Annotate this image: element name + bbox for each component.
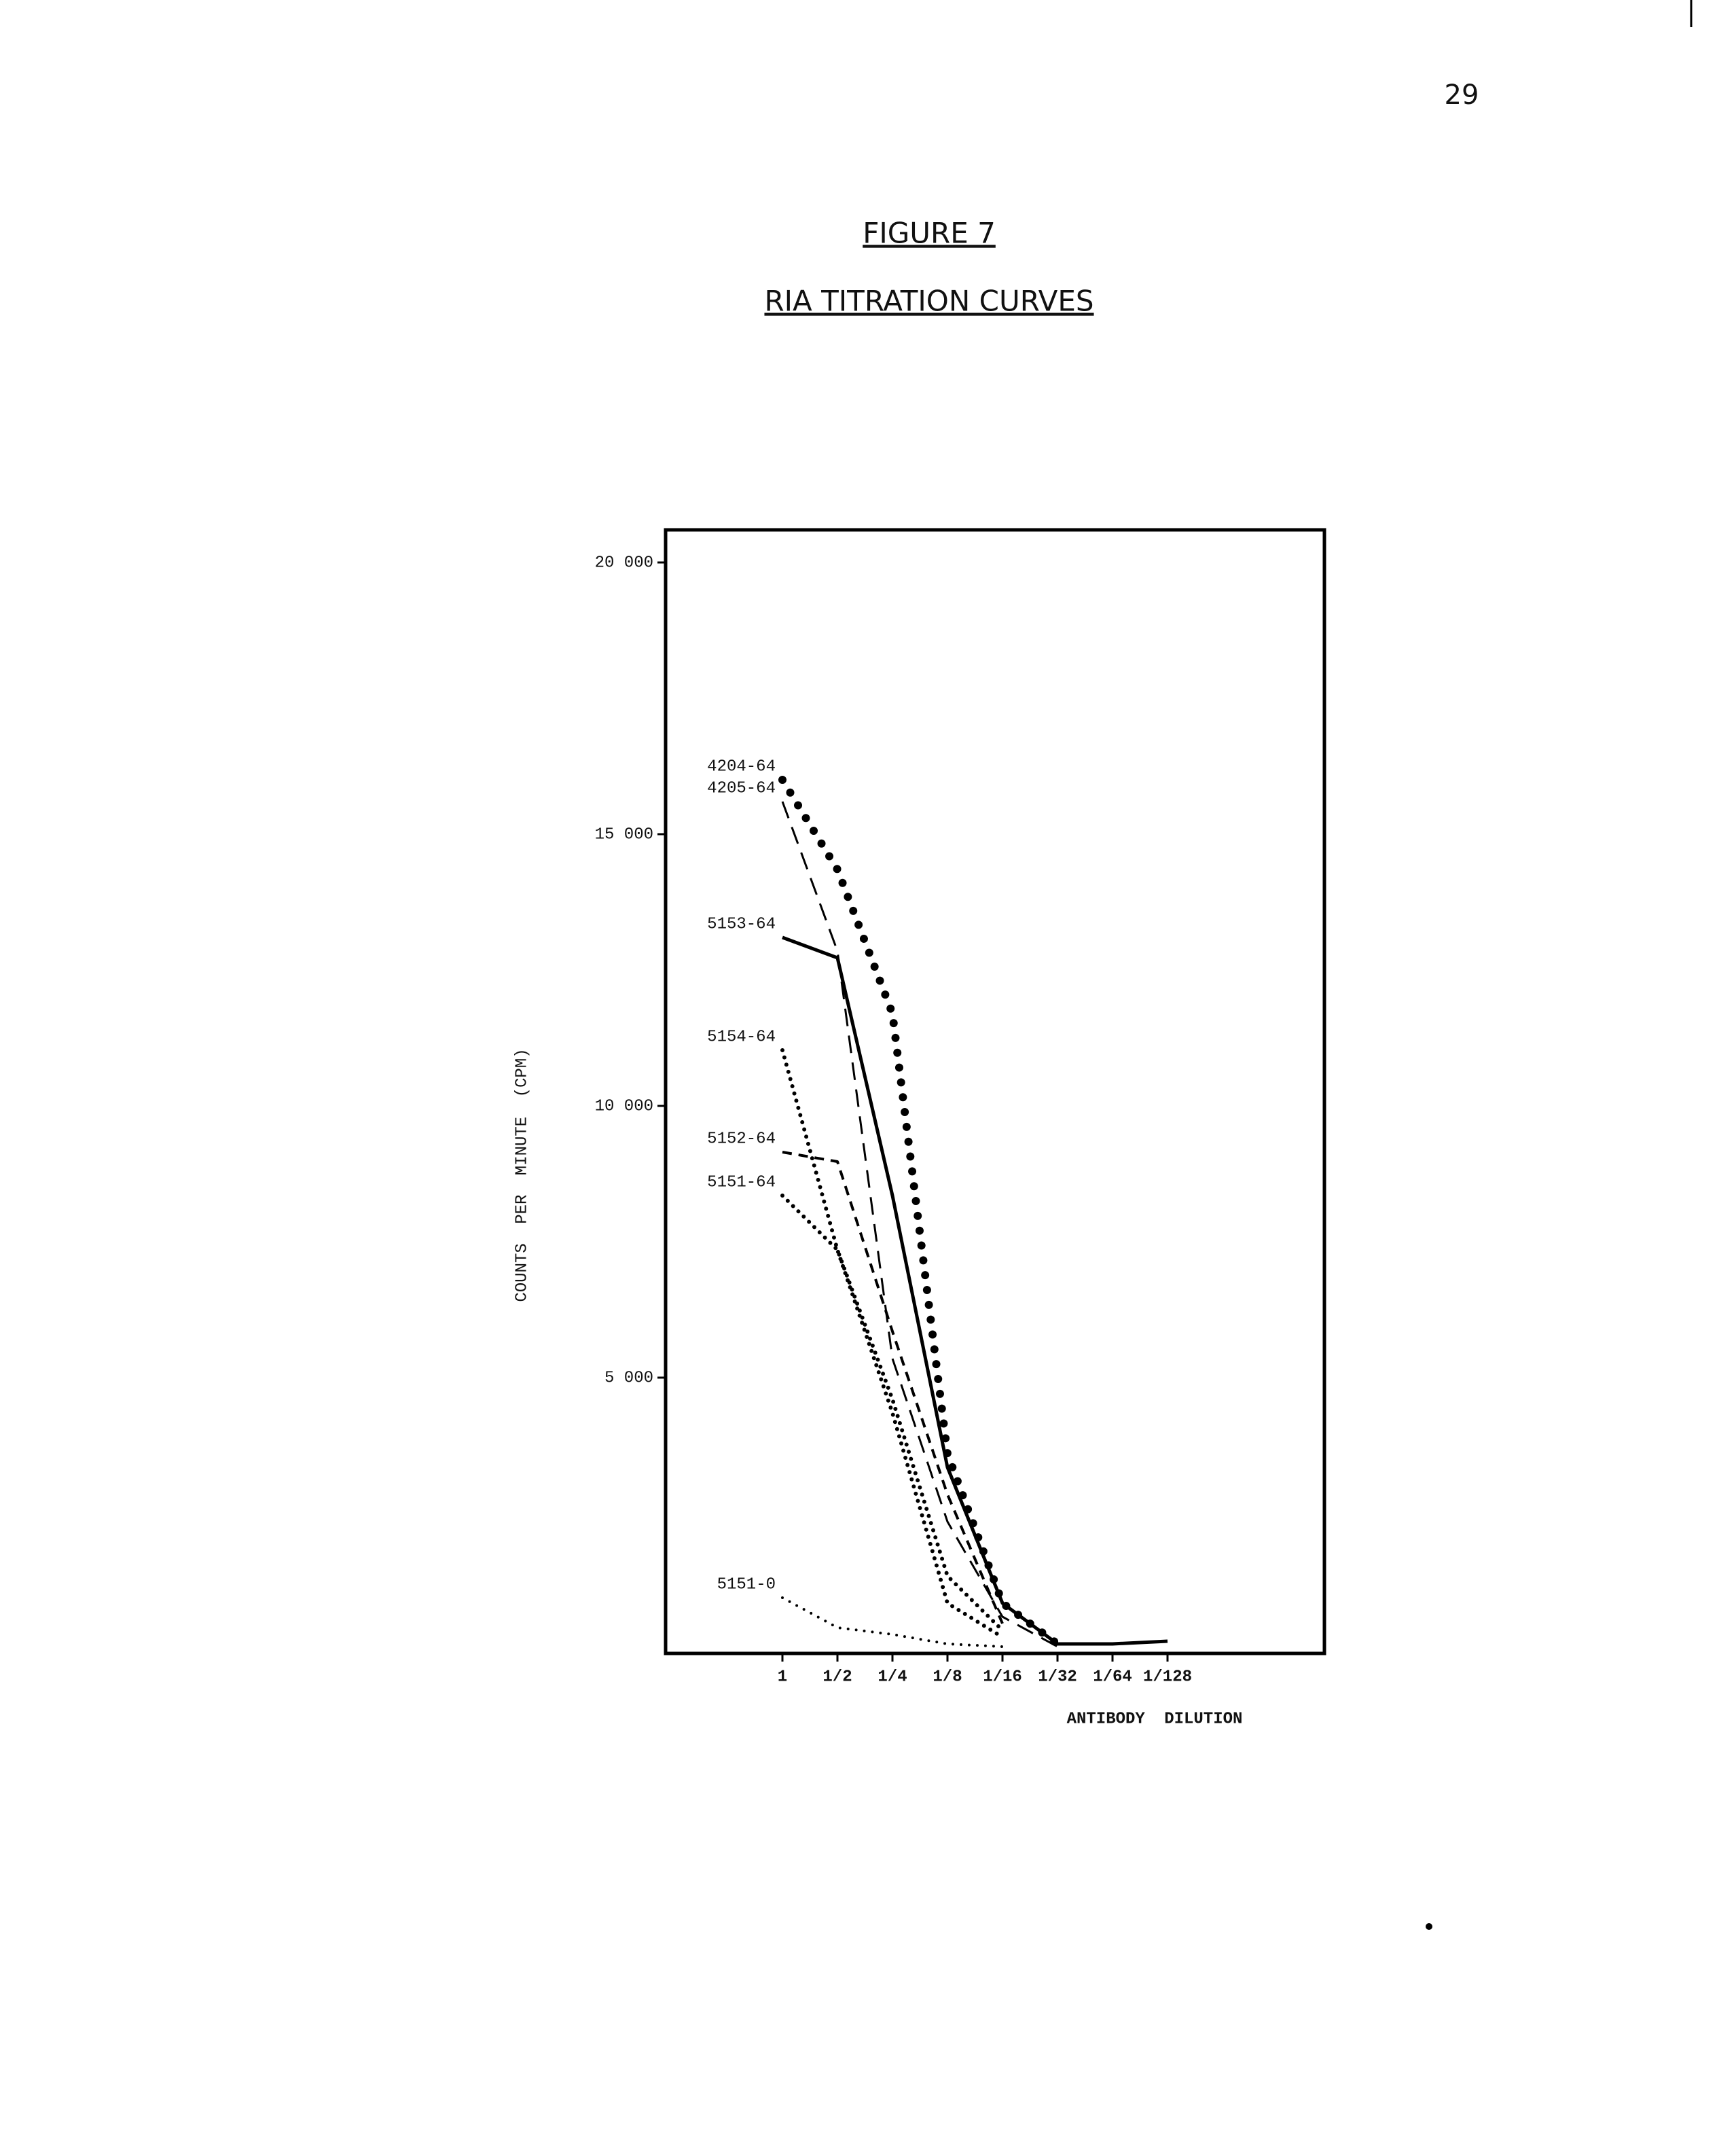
page-number: 29	[1445, 79, 1479, 111]
series-label: 5153-64	[707, 915, 776, 933]
stray-mark	[1426, 1923, 1432, 1930]
figure-label: FIGURE 7	[863, 217, 996, 250]
series-label: 5154-64	[707, 1028, 776, 1046]
chart-title: RIA TITRATION CURVES	[764, 285, 1093, 318]
x-axis-title: ANTIBODY DILUTION	[1067, 1710, 1243, 1728]
series-label: 5151-64	[707, 1173, 776, 1192]
x-tick-label: 1/64	[1093, 1668, 1132, 1686]
series-label: 4204-64	[707, 757, 776, 776]
series-line	[782, 1151, 1004, 1624]
series-line	[780, 1194, 1005, 1632]
x-tick-label: 1/8	[933, 1668, 962, 1686]
y-axis-title: COUNTS PER MINUTE (CPM)	[513, 1048, 531, 1302]
series-line	[781, 801, 1058, 1648]
series-label: 4205-64	[707, 779, 776, 798]
x-tick-label: 1/2	[822, 1668, 852, 1686]
series-label: 5151-0	[717, 1575, 776, 1594]
x-tick-label: 1/16	[983, 1668, 1022, 1686]
series-line	[781, 1596, 1004, 1648]
x-tick-label: 1/128	[1143, 1668, 1192, 1686]
y-tick-label: 20 000	[595, 554, 653, 572]
x-tick-label: 1/32	[1038, 1668, 1077, 1686]
y-tick-label: 5 000	[604, 1369, 653, 1387]
x-tick-label: 1	[778, 1668, 787, 1686]
series-line	[782, 935, 1168, 1646]
y-tick-label: 15 000	[595, 825, 653, 844]
series-line	[778, 776, 1062, 1648]
x-tick-label: 1/4	[878, 1668, 907, 1686]
plot-frame	[664, 528, 1326, 1655]
series-line	[780, 1048, 1005, 1639]
y-tick-label: 10 000	[595, 1097, 653, 1115]
series-label: 5152-64	[707, 1130, 776, 1148]
